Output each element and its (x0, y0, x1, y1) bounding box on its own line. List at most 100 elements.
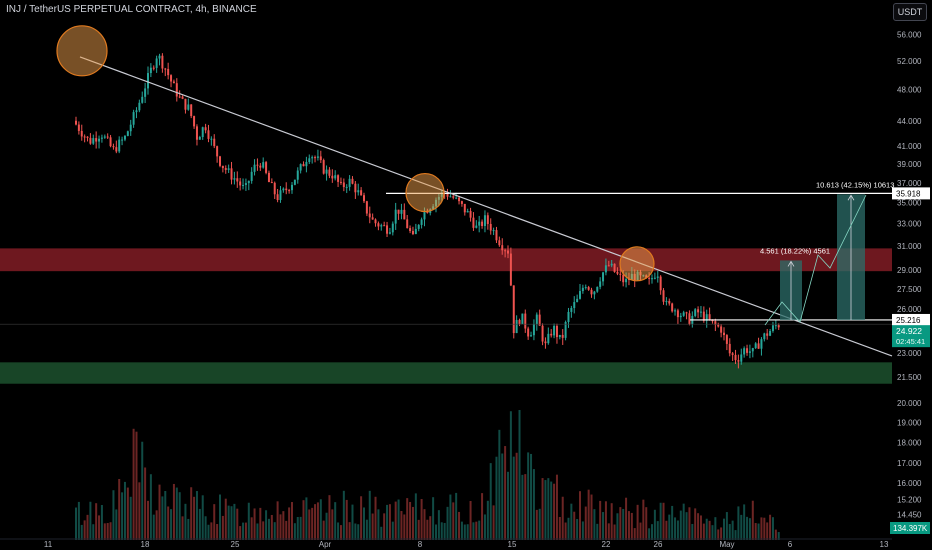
candle-body (181, 96, 184, 99)
volume-bar (98, 515, 101, 540)
volume-bar (95, 503, 98, 540)
candle-body (219, 156, 221, 166)
candle-body (587, 287, 590, 290)
candle-body (132, 112, 135, 125)
candle-body (501, 245, 504, 251)
candle-body (152, 67, 155, 69)
volume-bar (651, 524, 653, 540)
candle-body (409, 228, 412, 231)
volume-bar (682, 503, 685, 540)
candle-body (227, 168, 230, 170)
volume-bar (622, 508, 625, 540)
candle-body (417, 224, 420, 229)
volume-bar (161, 496, 164, 540)
candle-body (590, 289, 593, 295)
candle-body (193, 116, 196, 127)
time-tick-label: May (719, 540, 734, 549)
time-tick-label: 13 (880, 540, 889, 549)
volume-bar (469, 500, 472, 540)
candle-body (316, 156, 319, 158)
volume-bar (106, 523, 109, 540)
candle-body (674, 310, 677, 312)
candle-body (319, 156, 322, 161)
price-tick-label: 17.000 (897, 459, 922, 468)
volume-bar (267, 518, 270, 540)
projection-label: 4.561 (18.22%) 4561 (760, 246, 830, 255)
volume-bar (187, 518, 190, 540)
price-tick-label: 23.000 (897, 349, 922, 358)
candle-body (521, 313, 524, 324)
volume-bar (147, 500, 149, 540)
candle-body (460, 201, 463, 204)
time-axis[interactable]: 11 18 25 Apr 8 15 22 26 May 6 13 (0, 538, 892, 549)
price-tick-label: 16.000 (897, 479, 922, 488)
currency-button[interactable]: USDT (893, 3, 927, 21)
volume-bar (731, 520, 734, 540)
volume-bar (570, 503, 573, 540)
candle-body (581, 287, 584, 292)
candle-body (129, 124, 132, 132)
candle-body (665, 301, 668, 303)
candle-body (109, 137, 112, 147)
volume-bar (728, 524, 731, 540)
volume-bar (239, 526, 242, 540)
price-tick-label: 56.000 (897, 30, 922, 39)
downtrend-line (79, 56, 893, 357)
volume-bar (763, 517, 766, 540)
candle-body (507, 250, 509, 254)
candle-body (599, 281, 602, 287)
volume-bar (653, 509, 656, 540)
candle-body (285, 188, 288, 191)
volume-bar (567, 517, 570, 540)
volume-bar (181, 516, 184, 540)
volume-bar (748, 518, 751, 540)
candle-body (98, 138, 101, 142)
volume-bar (219, 494, 221, 540)
candle-body (734, 354, 737, 361)
candle-body (158, 55, 161, 59)
candle-body (504, 250, 507, 252)
candle-body (380, 225, 383, 227)
volume-bar (463, 524, 466, 540)
candle-body (267, 172, 270, 183)
volume-bar (435, 524, 437, 540)
volume-bar (411, 506, 414, 540)
candle-body (106, 136, 109, 138)
candle-body (653, 277, 656, 279)
volume-bar (121, 492, 124, 540)
volume-bar (455, 492, 458, 540)
candle-body (475, 225, 478, 228)
volume-tag (890, 522, 930, 534)
candle-body (262, 162, 265, 168)
candle-body (293, 179, 296, 185)
volume-bar (705, 518, 708, 540)
volume-bar (172, 483, 175, 540)
volume-bar (558, 517, 561, 540)
candle-body (210, 138, 213, 140)
candle-body (411, 230, 414, 235)
candle-body (728, 343, 731, 354)
volume-bar (616, 513, 619, 540)
candle-body (699, 311, 702, 313)
candle-body (92, 138, 95, 144)
candle-body (187, 104, 190, 110)
candle-body (403, 209, 406, 220)
volume-bar (498, 429, 501, 540)
candle-body (377, 223, 380, 227)
candle-body (100, 137, 103, 139)
volume-bar (527, 452, 530, 540)
volume-bar (316, 502, 319, 540)
volume-bar (587, 489, 590, 540)
price-axis[interactable]: 35.918 25.216 56.000 52.000 48.000 44.000 41.0… (890, 30, 930, 534)
volume-bar (607, 523, 610, 540)
volume-bar (694, 508, 697, 540)
price-tick-label: 52.000 (897, 57, 922, 66)
candle-body (80, 130, 83, 137)
candle-body (198, 137, 201, 140)
candle-body (613, 263, 616, 272)
volume-bar (311, 507, 314, 540)
candle-body (265, 162, 268, 173)
volume-bar (630, 512, 633, 540)
candle-body (746, 348, 749, 353)
